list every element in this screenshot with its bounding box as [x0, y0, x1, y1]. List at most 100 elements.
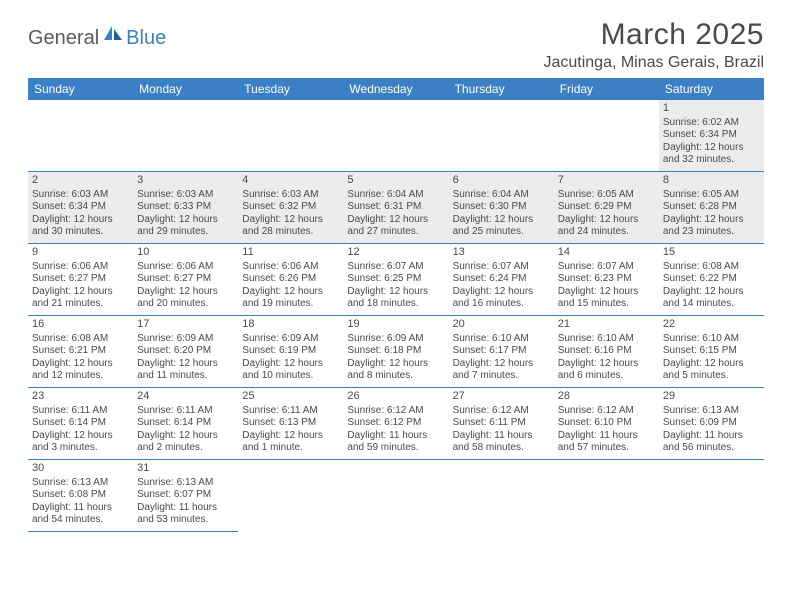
weekday-header: Monday	[133, 78, 238, 100]
sunset-line: Sunset: 6:33 PM	[137, 201, 234, 214]
sunrise-line: Sunrise: 6:06 AM	[242, 261, 339, 274]
sunrise-line: Sunrise: 6:08 AM	[32, 333, 129, 346]
calendar-cell	[449, 100, 554, 172]
day-number: 23	[32, 390, 129, 404]
calendar-cell: 20Sunrise: 6:10 AMSunset: 6:17 PMDayligh…	[449, 316, 554, 388]
calendar-cell: 11Sunrise: 6:06 AMSunset: 6:26 PMDayligh…	[238, 244, 343, 316]
sunrise-line: Sunrise: 6:10 AM	[663, 333, 760, 346]
calendar-cell: 2Sunrise: 6:03 AMSunset: 6:34 PMDaylight…	[28, 172, 133, 244]
header: General Blue March 2025 Jacutinga, Minas…	[28, 18, 764, 72]
day-number: 8	[663, 174, 760, 188]
daylight-line: Daylight: 12 hours and 11 minutes.	[137, 358, 234, 383]
daylight-line: Daylight: 12 hours and 20 minutes.	[137, 286, 234, 311]
daylight-line: Daylight: 12 hours and 29 minutes.	[137, 214, 234, 239]
logo-text-blue: Blue	[126, 27, 166, 50]
day-number: 19	[347, 318, 444, 332]
calendar-cell: 25Sunrise: 6:11 AMSunset: 6:13 PMDayligh…	[238, 388, 343, 460]
sunset-line: Sunset: 6:32 PM	[242, 201, 339, 214]
weekday-header: Saturday	[659, 78, 764, 100]
sunrise-line: Sunrise: 6:06 AM	[137, 261, 234, 274]
sunset-line: Sunset: 6:08 PM	[32, 489, 129, 502]
daylight-line: Daylight: 11 hours and 54 minutes.	[32, 502, 129, 527]
logo-text-general: General	[28, 27, 99, 50]
sunrise-line: Sunrise: 6:12 AM	[558, 405, 655, 418]
sunset-line: Sunset: 6:15 PM	[663, 345, 760, 358]
day-number: 17	[137, 318, 234, 332]
sunset-line: Sunset: 6:07 PM	[137, 489, 234, 502]
daylight-line: Daylight: 12 hours and 23 minutes.	[663, 214, 760, 239]
weekday-header: Friday	[554, 78, 659, 100]
day-number: 12	[347, 246, 444, 260]
sunset-line: Sunset: 6:18 PM	[347, 345, 444, 358]
calendar-cell	[238, 460, 343, 532]
calendar-cell	[343, 100, 448, 172]
calendar-cell: 26Sunrise: 6:12 AMSunset: 6:12 PMDayligh…	[343, 388, 448, 460]
daylight-line: Daylight: 12 hours and 18 minutes.	[347, 286, 444, 311]
calendar-cell: 10Sunrise: 6:06 AMSunset: 6:27 PMDayligh…	[133, 244, 238, 316]
calendar-cell: 17Sunrise: 6:09 AMSunset: 6:20 PMDayligh…	[133, 316, 238, 388]
logo: General Blue	[28, 18, 166, 52]
daylight-line: Daylight: 12 hours and 21 minutes.	[32, 286, 129, 311]
day-number: 2	[32, 174, 129, 188]
calendar-grid: 1Sunrise: 6:02 AMSunset: 6:34 PMDaylight…	[28, 100, 764, 532]
daylight-line: Daylight: 12 hours and 32 minutes.	[663, 142, 760, 167]
sunrise-line: Sunrise: 6:09 AM	[242, 333, 339, 346]
calendar-cell: 9Sunrise: 6:06 AMSunset: 6:27 PMDaylight…	[28, 244, 133, 316]
sunset-line: Sunset: 6:09 PM	[663, 417, 760, 430]
sunrise-line: Sunrise: 6:13 AM	[32, 477, 129, 490]
sunset-line: Sunset: 6:14 PM	[32, 417, 129, 430]
sunset-line: Sunset: 6:11 PM	[453, 417, 550, 430]
sunrise-line: Sunrise: 6:12 AM	[347, 405, 444, 418]
daylight-line: Daylight: 12 hours and 10 minutes.	[242, 358, 339, 383]
daylight-line: Daylight: 11 hours and 57 minutes.	[558, 430, 655, 455]
day-number: 11	[242, 246, 339, 260]
calendar-cell	[554, 460, 659, 532]
calendar-cell: 23Sunrise: 6:11 AMSunset: 6:14 PMDayligh…	[28, 388, 133, 460]
calendar-cell	[343, 460, 448, 532]
day-number: 9	[32, 246, 129, 260]
sunrise-line: Sunrise: 6:12 AM	[453, 405, 550, 418]
sunrise-line: Sunrise: 6:05 AM	[558, 189, 655, 202]
weekday-header: Thursday	[449, 78, 554, 100]
daylight-line: Daylight: 12 hours and 2 minutes.	[137, 430, 234, 455]
calendar-cell: 6Sunrise: 6:04 AMSunset: 6:30 PMDaylight…	[449, 172, 554, 244]
day-number: 29	[663, 390, 760, 404]
sunset-line: Sunset: 6:22 PM	[663, 273, 760, 286]
calendar-cell: 28Sunrise: 6:12 AMSunset: 6:10 PMDayligh…	[554, 388, 659, 460]
day-number: 3	[137, 174, 234, 188]
daylight-line: Daylight: 11 hours and 59 minutes.	[347, 430, 444, 455]
sunrise-line: Sunrise: 6:11 AM	[242, 405, 339, 418]
sunset-line: Sunset: 6:31 PM	[347, 201, 444, 214]
day-number: 16	[32, 318, 129, 332]
sunset-line: Sunset: 6:16 PM	[558, 345, 655, 358]
sunrise-line: Sunrise: 6:13 AM	[663, 405, 760, 418]
calendar-cell: 18Sunrise: 6:09 AMSunset: 6:19 PMDayligh…	[238, 316, 343, 388]
weekday-header: Tuesday	[238, 78, 343, 100]
sunset-line: Sunset: 6:13 PM	[242, 417, 339, 430]
daylight-line: Daylight: 12 hours and 7 minutes.	[453, 358, 550, 383]
sunset-line: Sunset: 6:24 PM	[453, 273, 550, 286]
calendar-cell	[449, 460, 554, 532]
sunrise-line: Sunrise: 6:10 AM	[558, 333, 655, 346]
sunrise-line: Sunrise: 6:11 AM	[32, 405, 129, 418]
sunset-line: Sunset: 6:30 PM	[453, 201, 550, 214]
sunrise-line: Sunrise: 6:10 AM	[453, 333, 550, 346]
daylight-line: Daylight: 12 hours and 27 minutes.	[347, 214, 444, 239]
sunrise-line: Sunrise: 6:11 AM	[137, 405, 234, 418]
daylight-line: Daylight: 12 hours and 19 minutes.	[242, 286, 339, 311]
sunrise-line: Sunrise: 6:09 AM	[137, 333, 234, 346]
sunrise-line: Sunrise: 6:04 AM	[453, 189, 550, 202]
sunset-line: Sunset: 6:34 PM	[663, 129, 760, 142]
sunset-line: Sunset: 6:10 PM	[558, 417, 655, 430]
calendar-cell: 7Sunrise: 6:05 AMSunset: 6:29 PMDaylight…	[554, 172, 659, 244]
daylight-line: Daylight: 12 hours and 5 minutes.	[663, 358, 760, 383]
sunrise-line: Sunrise: 6:07 AM	[453, 261, 550, 274]
calendar-cell: 1Sunrise: 6:02 AMSunset: 6:34 PMDaylight…	[659, 100, 764, 172]
weekday-header: Sunday	[28, 78, 133, 100]
daylight-line: Daylight: 12 hours and 6 minutes.	[558, 358, 655, 383]
day-number: 28	[558, 390, 655, 404]
sunrise-line: Sunrise: 6:02 AM	[663, 117, 760, 130]
calendar-cell: 24Sunrise: 6:11 AMSunset: 6:14 PMDayligh…	[133, 388, 238, 460]
calendar-cell	[133, 100, 238, 172]
title-block: March 2025 Jacutinga, Minas Gerais, Braz…	[543, 18, 764, 72]
